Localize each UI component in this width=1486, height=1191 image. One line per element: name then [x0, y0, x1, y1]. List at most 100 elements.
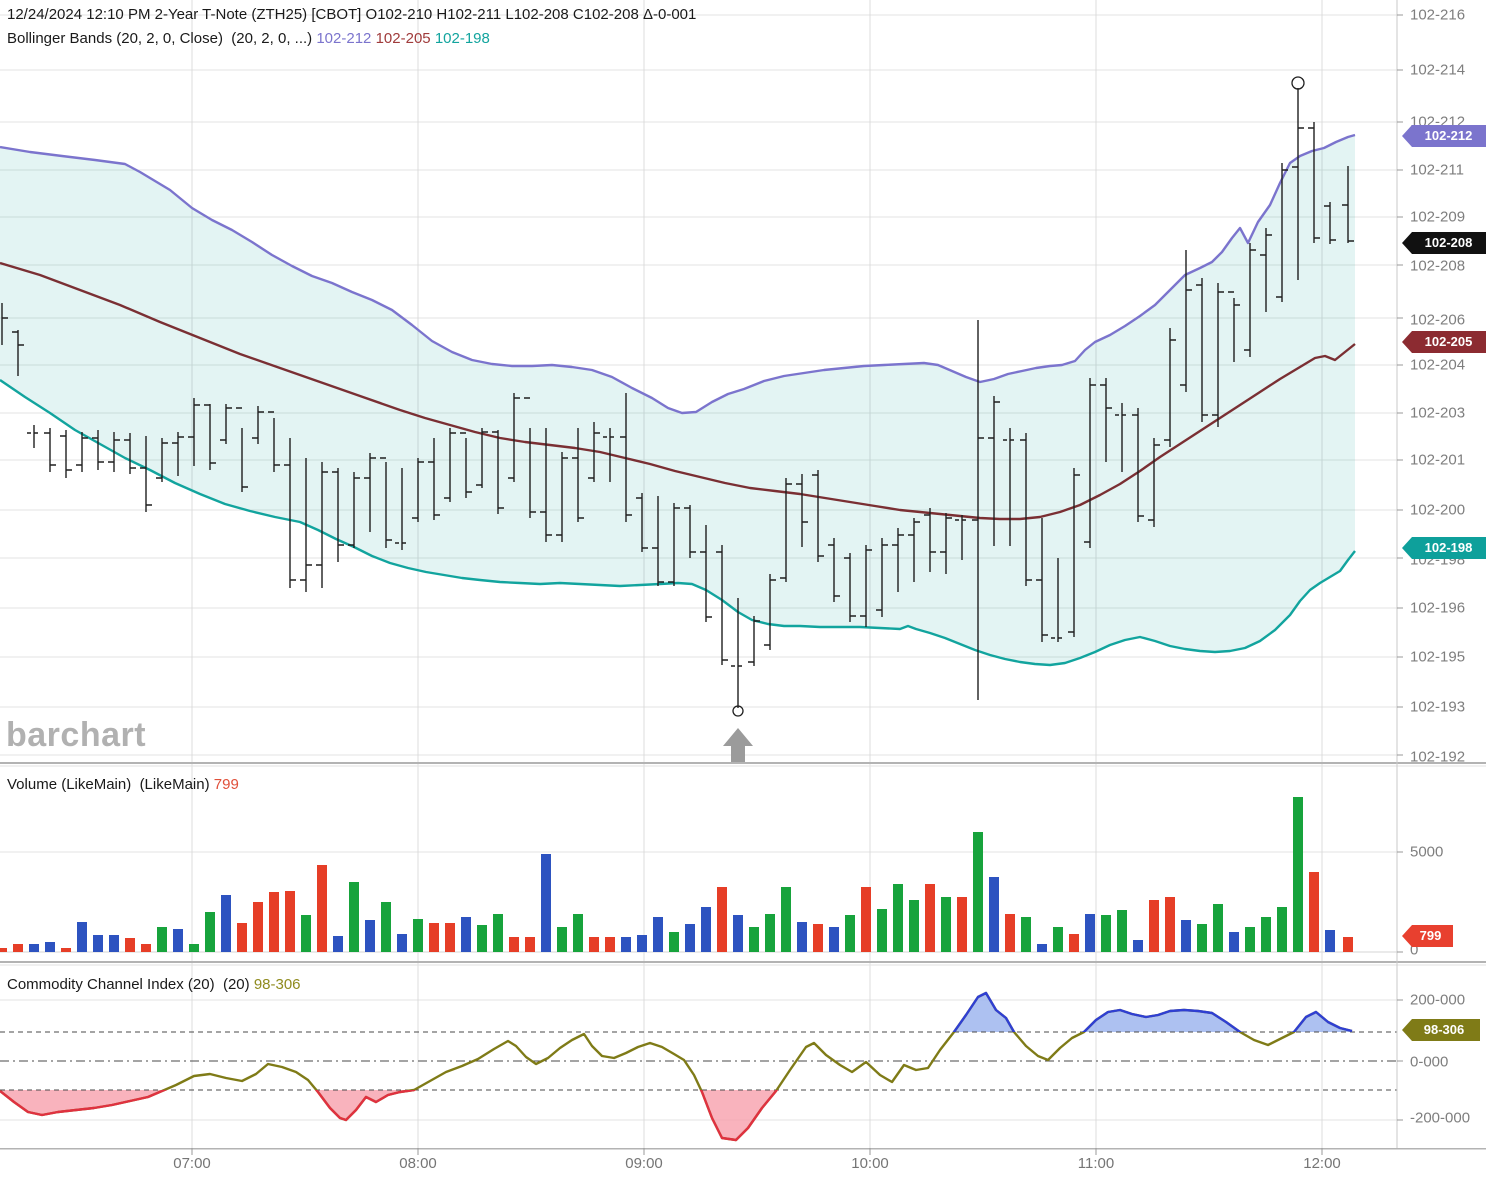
axis-label: 102-209 [1410, 208, 1466, 226]
indicator-legend-bollinger[interactable]: Bollinger Bands (20, 2, 0, Close) (20, 2… [7, 30, 490, 47]
volume-bar [45, 942, 55, 952]
volume-bar [573, 914, 583, 952]
pane-separator[interactable] [0, 765, 1486, 767]
axis-label: 102-200 [1410, 501, 1466, 519]
volume-bar [397, 934, 407, 952]
volume-bar [1085, 914, 1095, 952]
axis-label: 102-214 [1410, 61, 1466, 79]
volume-bar [461, 917, 471, 952]
axis-label: 0 [1410, 941, 1419, 959]
bollinger-upper-line [0, 133, 1356, 415]
price-badge-102-205: 102-205 [1402, 331, 1486, 353]
indicator-legend-cci[interactable]: Commodity Channel Index (20) (20) 98-306 [7, 976, 301, 993]
volume-bar [1165, 897, 1175, 952]
pane-separator[interactable] [0, 1148, 1486, 1150]
volume-bar [1245, 927, 1255, 952]
volume-bar [333, 936, 343, 952]
volume-label: Volume (LikeMain) [7, 776, 132, 793]
bollinger-mid-value: 102-205 [375, 30, 431, 47]
volume-bar [1069, 934, 1079, 952]
volume-bar [893, 884, 903, 952]
indicator-legend-volume[interactable]: Volume (LikeMain) (LikeMain) 799 [7, 776, 239, 793]
volume-bar [941, 897, 951, 952]
axis-label: 102-203 [1410, 404, 1466, 422]
volume-bar [541, 854, 551, 952]
axis-label: 102-208 [1410, 257, 1466, 275]
bollinger-lower-value: 102-198 [434, 30, 490, 47]
volume-bar [477, 925, 487, 952]
cci-oversold-fill [0, 1090, 1352, 1140]
bollinger-upper-value: 102-212 [316, 30, 372, 47]
volume-bar [429, 923, 439, 952]
axis-label: 102-211 [1410, 161, 1464, 179]
price-badge-98-306: 98-306 [1402, 1019, 1480, 1041]
axis-label: 102-204 [1410, 356, 1466, 374]
bollinger-band-fill [0, 135, 1355, 665]
volume-bar [269, 892, 279, 952]
time-axis-label: 07:00 [173, 1155, 211, 1172]
volume-bar [365, 920, 375, 952]
bollinger-label: Bollinger Bands (20, 2, 0, Close) [7, 30, 223, 47]
volume-bar [765, 914, 775, 952]
symbol-name: 2-Year T-Note (ZTH25) [CBOT] [154, 6, 362, 23]
volume-bar [317, 865, 327, 952]
volume-bar [1117, 910, 1127, 952]
quote-datetime: 12/24/2024 12:10 PM [7, 6, 151, 23]
volume-bar [109, 935, 119, 952]
up-arrow-annotation [723, 728, 753, 762]
price-badge-102-208: 102-208 [1402, 232, 1486, 254]
time-axis-label: 10:00 [851, 1155, 889, 1172]
volume-bar [781, 887, 791, 952]
quote-change: Δ-0-001 [642, 6, 697, 23]
volume-bar [13, 944, 23, 952]
volume-bar [1133, 940, 1143, 952]
cci-params: (20) [222, 976, 250, 993]
volume-bar [685, 924, 695, 952]
volume-bar [1181, 920, 1191, 952]
price-badge-102-198: 102-198 [1402, 537, 1486, 559]
volume-bar [1037, 944, 1047, 952]
cci-line-oversold [0, 1090, 779, 1142]
axis-label: 102-195 [1410, 648, 1466, 666]
volume-bar [189, 944, 199, 952]
volume-bar [973, 832, 983, 952]
volume-bar [829, 927, 839, 952]
pane-separator[interactable] [0, 762, 1486, 764]
axis-label: 200-000 [1410, 991, 1466, 1009]
volume-bar [0, 948, 7, 952]
bollinger-mid-line [0, 261, 1356, 521]
axis-label: 102-216 [1410, 6, 1466, 24]
axis-label: 5000 [1410, 843, 1444, 861]
volume-bar [525, 937, 535, 952]
volume-bar [1021, 917, 1031, 952]
volume-bar [557, 927, 567, 952]
volume-bar [813, 924, 823, 952]
pane-separator[interactable] [0, 961, 1486, 963]
volume-bar [93, 935, 103, 952]
volume-bar [413, 919, 423, 952]
axis-label: 102-196 [1410, 599, 1466, 617]
volume-bar [1229, 932, 1239, 952]
volume-bar [589, 937, 599, 952]
pane-separator[interactable] [0, 964, 1486, 966]
volume-bar [1149, 900, 1159, 952]
volume-bar [349, 882, 359, 952]
price-badge-102-212: 102-212 [1402, 125, 1486, 147]
volume-bar [989, 877, 999, 952]
volume-bar [205, 912, 215, 952]
volume-bar [301, 915, 311, 952]
volume-bar [1309, 872, 1319, 952]
volume-bar [61, 948, 71, 952]
volume-bar [653, 917, 663, 952]
volume-bar [1343, 937, 1353, 952]
time-axis-label: 09:00 [625, 1155, 663, 1172]
volume-params: (LikeMain) [139, 776, 210, 793]
volume-bar [157, 927, 167, 952]
ohlc-bars [1, 88, 1354, 708]
volume-bar [845, 915, 855, 952]
volume-bar [1005, 914, 1015, 952]
volume-value: 799 [213, 776, 239, 793]
volume-bar [1261, 917, 1271, 952]
